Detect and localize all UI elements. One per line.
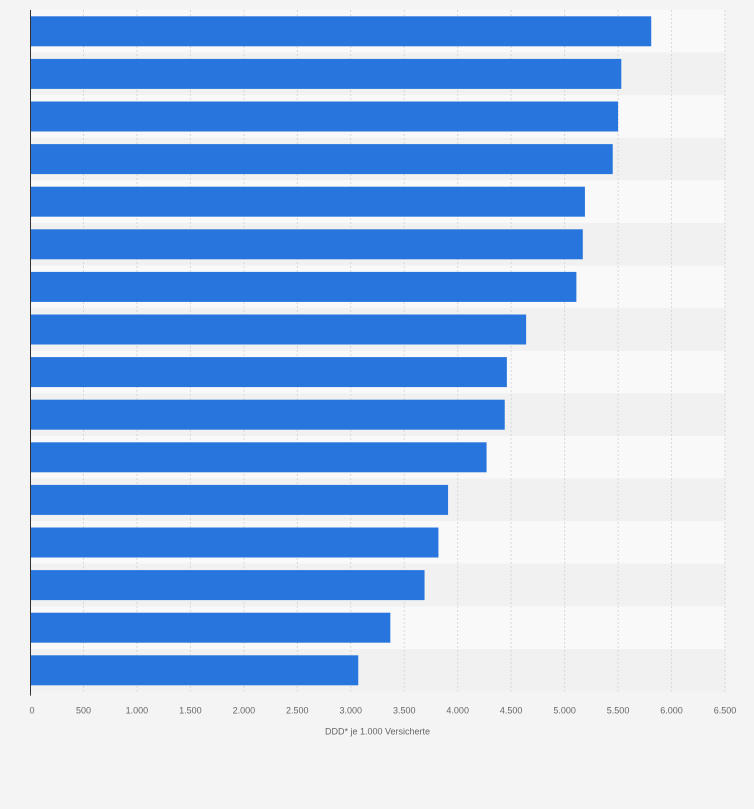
x-tick-label: 500 xyxy=(76,706,91,716)
bar xyxy=(30,144,613,175)
bar xyxy=(30,442,487,473)
bar xyxy=(30,484,449,515)
x-tick-label: 2.500 xyxy=(286,706,309,716)
chart-area: 0 500 1.000 1.500 2.000 2.500 3.000 3.500 4.000 4… xyxy=(29,10,737,737)
x-tick-label: 4.500 xyxy=(500,706,523,716)
bar xyxy=(30,16,652,47)
x-tick-label: 3.000 xyxy=(340,706,363,716)
x-tick-label: 2.000 xyxy=(233,706,256,716)
x-tick-label: 0 xyxy=(29,706,34,716)
bar xyxy=(30,58,622,89)
bar xyxy=(30,570,425,601)
x-tick-label: 4.000 xyxy=(446,706,469,716)
bar xyxy=(30,101,619,132)
x-tick-label: 1.000 xyxy=(126,706,149,716)
x-tick-label: 1.500 xyxy=(179,706,202,716)
x-axis-title: DDD* je 1.000 Versicherte xyxy=(325,727,430,737)
bar xyxy=(30,399,505,430)
bar xyxy=(30,357,507,388)
bar xyxy=(30,271,577,302)
bar xyxy=(30,229,583,260)
bar xyxy=(30,186,585,217)
x-tick-label: 6.000 xyxy=(660,706,683,716)
x-tick-label: 3.500 xyxy=(393,706,416,716)
x-tick-label: 5.500 xyxy=(607,706,630,716)
x-tick-label: 6.500 xyxy=(714,706,737,716)
bar xyxy=(30,527,439,558)
bar-chart: 0 500 1.000 1.500 2.000 2.500 3.000 3.500 4.000 4… xyxy=(29,10,737,737)
bar xyxy=(30,314,527,345)
bar xyxy=(30,612,391,643)
x-tick-label: 5.000 xyxy=(553,706,576,716)
bar xyxy=(30,655,359,686)
